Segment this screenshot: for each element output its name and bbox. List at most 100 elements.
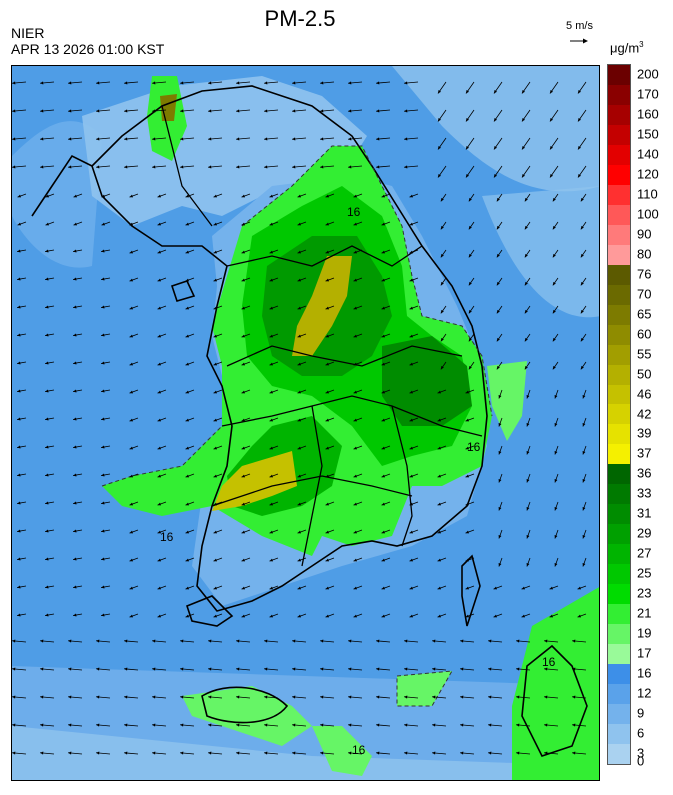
wind-arrowhead-icon	[516, 695, 520, 699]
wind-arrowhead-icon	[320, 165, 324, 169]
wind-arrowhead-icon	[264, 667, 268, 671]
wind-arrowhead-icon	[96, 695, 100, 699]
colorbar-segment	[608, 464, 630, 485]
wind-arrowhead-icon	[549, 118, 554, 122]
wind-arrowhead-icon	[580, 365, 584, 370]
colorbar-tick-label: 16	[637, 665, 652, 681]
wind-arrowhead-icon	[269, 558, 274, 562]
wind-arrowhead-icon	[208, 109, 212, 113]
colorbar-tick-label: 42	[637, 406, 652, 421]
wind-arrowhead-icon	[185, 614, 190, 618]
wind-arrowhead-icon	[124, 137, 128, 141]
wind-arrowhead-icon	[185, 418, 190, 422]
wind-arrowhead-icon	[213, 558, 218, 562]
wind-arrowhead-icon	[101, 277, 105, 281]
wind-arrowhead-icon	[292, 137, 296, 141]
wind-arrowhead-icon	[524, 337, 528, 342]
wind-arrowhead-icon	[521, 90, 526, 94]
colorbar-segment	[608, 684, 630, 704]
wind-arrowhead-icon	[264, 109, 268, 113]
wind-arrowhead-icon	[157, 614, 162, 618]
wind-arrowhead-icon	[544, 751, 548, 755]
wind-arrowhead-icon	[269, 250, 274, 254]
wind-arrowhead-icon	[101, 249, 105, 253]
wind-arrowhead-icon	[409, 362, 414, 366]
wind-arrowhead-icon	[381, 222, 386, 226]
wind-arrowhead-icon	[73, 361, 77, 365]
wind-arrowhead-icon	[45, 529, 49, 533]
wind-arrowhead-icon	[465, 174, 470, 178]
colorbar-segment	[608, 723, 630, 744]
wind-arrowhead-icon	[577, 118, 582, 122]
wind-arrowhead-icon	[404, 165, 408, 169]
contour-label: 16	[467, 440, 481, 454]
wind-arrowhead-icon	[96, 723, 100, 727]
wind-arrowhead-icon	[493, 118, 498, 122]
wind-arrowhead-icon	[554, 422, 558, 427]
colorbar-segment	[608, 644, 630, 665]
wind-arrowhead-icon	[554, 562, 558, 567]
wind-arrowhead-icon	[549, 614, 554, 618]
colorbar-tick-label: 21	[637, 605, 652, 621]
wind-arrowhead-icon	[381, 586, 386, 590]
wind-arrowhead-icon	[213, 390, 218, 394]
wind-arrowhead-icon	[152, 639, 156, 643]
wind-arrowhead-icon	[129, 474, 134, 478]
wind-arrowhead-icon	[124, 109, 128, 113]
wind-arrowhead-icon	[580, 225, 584, 230]
wind-arrowhead-icon	[40, 695, 44, 699]
wind-arrowhead-icon	[185, 558, 190, 562]
wind-arrowhead-icon	[124, 165, 128, 169]
wind-arrowhead-icon	[320, 639, 324, 643]
wind-arrowhead-icon	[213, 362, 218, 366]
wind-arrowhead-icon	[12, 751, 16, 755]
colorbar-segment	[608, 524, 630, 545]
wind-arrowhead-icon	[465, 118, 470, 122]
wind-arrowhead-icon	[297, 530, 302, 534]
colorbar-tick-label: 50	[637, 366, 652, 382]
wind-arrowhead-icon	[348, 137, 352, 141]
wind-arrowhead-icon	[381, 474, 386, 478]
wind-arrowhead-icon	[549, 146, 554, 150]
wind-arrowhead-icon	[552, 225, 556, 230]
wind-arrowhead-icon	[325, 390, 330, 394]
wind-arrowhead-icon	[297, 306, 302, 310]
wind-arrowhead-icon	[213, 278, 218, 282]
wind-arrowhead-icon	[325, 362, 330, 366]
wind-arrowhead-icon	[101, 501, 105, 505]
wind-arrowhead-icon	[465, 446, 470, 450]
wind-arrowhead-icon	[152, 723, 156, 727]
colorbar-labels: 200 170 160 150 140 120 110 100 90 80 76 70 65 60 55 50…	[637, 64, 673, 768]
colorbar-segment	[608, 424, 630, 445]
wind-arrowhead-icon	[524, 225, 528, 230]
wind-arrowhead-icon	[577, 146, 582, 150]
wind-arrowhead-icon	[157, 278, 162, 282]
colorbar-segment	[608, 184, 630, 205]
wind-arrowhead-icon	[12, 165, 16, 169]
wind-arrowhead-icon	[213, 586, 218, 590]
wind-arrowhead-icon	[157, 586, 162, 590]
wind-arrowhead-icon	[440, 197, 444, 202]
wind-arrowhead-icon	[325, 446, 330, 450]
wind-arrowhead-icon	[348, 695, 352, 699]
wind-arrowhead-icon	[213, 530, 218, 534]
wind-arrowhead-icon	[524, 197, 528, 202]
wind-arrowhead-icon	[468, 337, 472, 342]
colorbar-tick-label: 65	[637, 306, 652, 322]
wind-arrowhead-icon	[236, 81, 240, 85]
wind-arrowhead-icon	[468, 365, 472, 370]
wind-arrowhead-icon	[129, 278, 134, 282]
wind-arrowhead-icon	[552, 253, 556, 258]
wind-arrowhead-icon	[157, 558, 162, 562]
pm25-map[interactable]: 16 16 16 16 16	[11, 65, 600, 781]
wind-arrowhead-icon	[524, 365, 528, 370]
wind-arrowhead-icon	[348, 667, 352, 671]
wind-arrowhead-icon	[582, 534, 586, 539]
wind-arrowhead-icon	[241, 222, 246, 226]
wind-arrowhead-icon	[269, 418, 274, 422]
wind-arrowhead-icon	[213, 474, 218, 478]
wind-arrowhead-icon	[269, 306, 274, 310]
wind-arrowhead-icon	[437, 418, 442, 422]
wind-arrowhead-icon	[572, 667, 576, 671]
wind-arrowhead-icon	[241, 502, 246, 506]
